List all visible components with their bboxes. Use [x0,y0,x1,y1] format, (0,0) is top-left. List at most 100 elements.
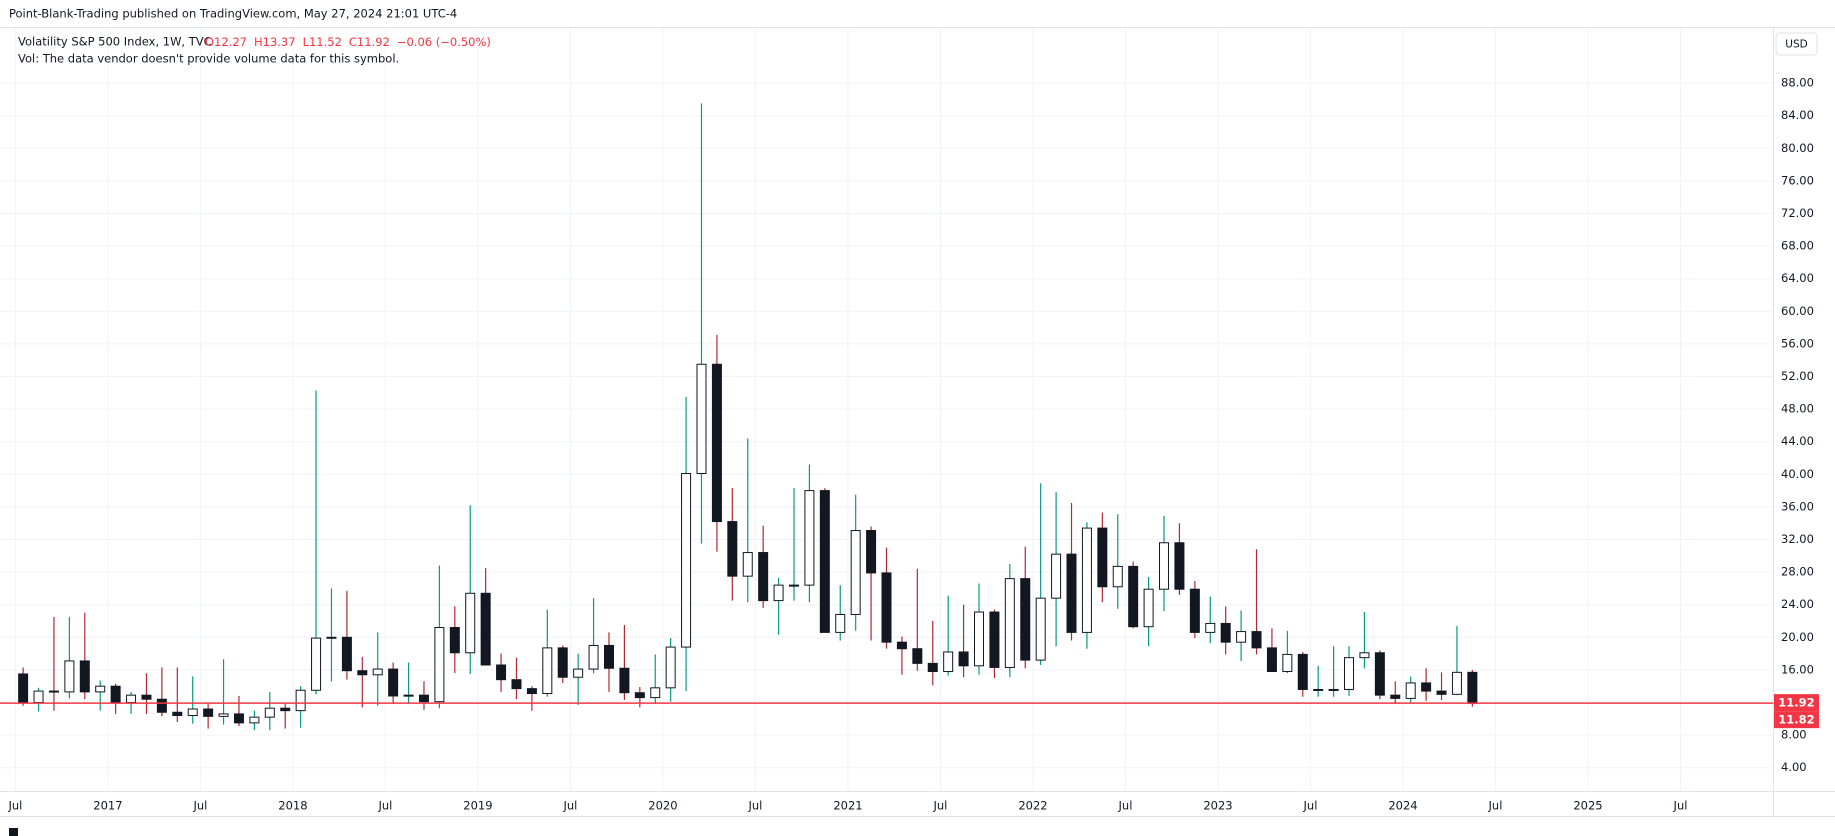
candle-body [1081,527,1092,633]
candle-body [203,708,214,717]
candle-body [974,611,985,667]
y-tick-label: 88.00 [1781,76,1814,90]
candles [18,103,1478,731]
candle-body [388,668,399,697]
candle-body [727,521,738,577]
candle-body [1344,657,1355,690]
x-tick-label: Jul [7,799,22,813]
currency-button[interactable] [1775,32,1818,56]
grid [0,28,1773,791]
candle-body [1436,690,1447,695]
y-tick-label: 40.00 [1781,467,1814,481]
candle-body [835,613,846,633]
candle-body [650,687,661,699]
x-tick-label: Jul [192,799,207,813]
candle-body [1035,597,1046,661]
candle-body [95,685,106,693]
candle-body [804,490,815,586]
candle-body [542,647,553,695]
y-tick-label: 56.00 [1781,336,1814,350]
candle-body [33,690,44,703]
candle-body [79,660,90,693]
y-tick-label: 60.00 [1781,304,1814,318]
candle-body [403,694,414,697]
candle-body [742,552,753,577]
candle-body [1359,652,1370,659]
x-tick-label: Jul [377,799,392,813]
logo [9,828,18,836]
x-tick-label: Jul [1303,799,1318,813]
x-tick-label: Jul [1118,799,1133,813]
candle-body [449,627,460,654]
candle-body [526,688,537,695]
candle-body [711,363,722,523]
candle-body [1467,671,1478,704]
currency-label: USD [1785,39,1807,51]
candle-body [619,667,630,694]
candle-body [927,662,938,673]
candle-body [434,627,445,703]
candle-body [1236,631,1247,643]
candle-body [465,592,476,654]
y-tick-label: 24.00 [1781,597,1814,611]
publisher-header: Point-Blank-Trading published on Trading… [9,7,457,21]
candle-body [18,673,29,703]
x-tick-label: 2017 [93,799,122,813]
candle-body [1143,588,1154,628]
candle-body [1128,565,1139,628]
legend-ohlc: O12.27 H13.37 L11.52 C11.92 −0.06 (−0.50%) [205,35,491,49]
candle-body [665,646,676,689]
y-tick-label: 16.00 [1781,662,1814,676]
candle-body [943,651,954,673]
candle-body [773,584,784,602]
candle-body [1205,622,1216,633]
candle-body [1189,588,1200,633]
candle-body [1451,671,1462,695]
candle-body [958,651,969,667]
candle-body [1282,653,1293,673]
y-tick-label: 84.00 [1781,108,1814,122]
volume-note: Vol: The data vendor doesn't provide vol… [18,52,399,66]
y-tick-label: 28.00 [1781,565,1814,579]
legend-value: H13.37 [254,35,296,49]
x-tick-label: 2020 [648,799,677,813]
candle-body [588,644,599,670]
candle-body [233,713,244,724]
candle-body [218,713,229,717]
x-tick-label: 2022 [1018,799,1047,813]
legend-value: O12.27 [205,35,247,49]
candle-body [311,637,322,691]
candle-body [418,694,429,703]
candle-body [1220,622,1231,643]
y-tick-label: 4.00 [1781,760,1807,774]
y-tick-label: 72.00 [1781,206,1814,220]
candle-body [1051,553,1062,599]
candle-body [48,690,59,693]
candle-body [989,611,1000,668]
candle-body [681,472,692,648]
candle-body [1097,527,1108,588]
candle-body [1328,688,1339,691]
legend-symbol: Volatility S&P 500 Index, 1W, TVC [18,35,212,49]
candle-body [819,490,830,633]
candle-body [372,668,383,676]
x-tick-label: Jul [748,799,763,813]
candle-body [603,644,614,669]
candle-body [511,679,522,690]
y-tick-label: 44.00 [1781,434,1814,448]
candle-body [1313,688,1324,691]
overlay: 4.00 8.00 16.00 20.00 24.00 28.00 32.00 36.00 40… [0,76,1819,813]
candle-body [341,636,352,672]
y-tick-label: 80.00 [1781,141,1814,155]
candle-body [141,694,152,700]
candle-body [480,592,491,666]
candle-body [357,670,368,676]
candle-body [1020,578,1031,661]
y-tick-label: 20.00 [1781,630,1814,644]
candle-body [156,698,167,713]
y-tick-label: 36.00 [1781,499,1814,513]
y-tick-label: 32.00 [1781,532,1814,546]
price-label-box [1774,711,1819,729]
candle-body [1266,647,1277,673]
